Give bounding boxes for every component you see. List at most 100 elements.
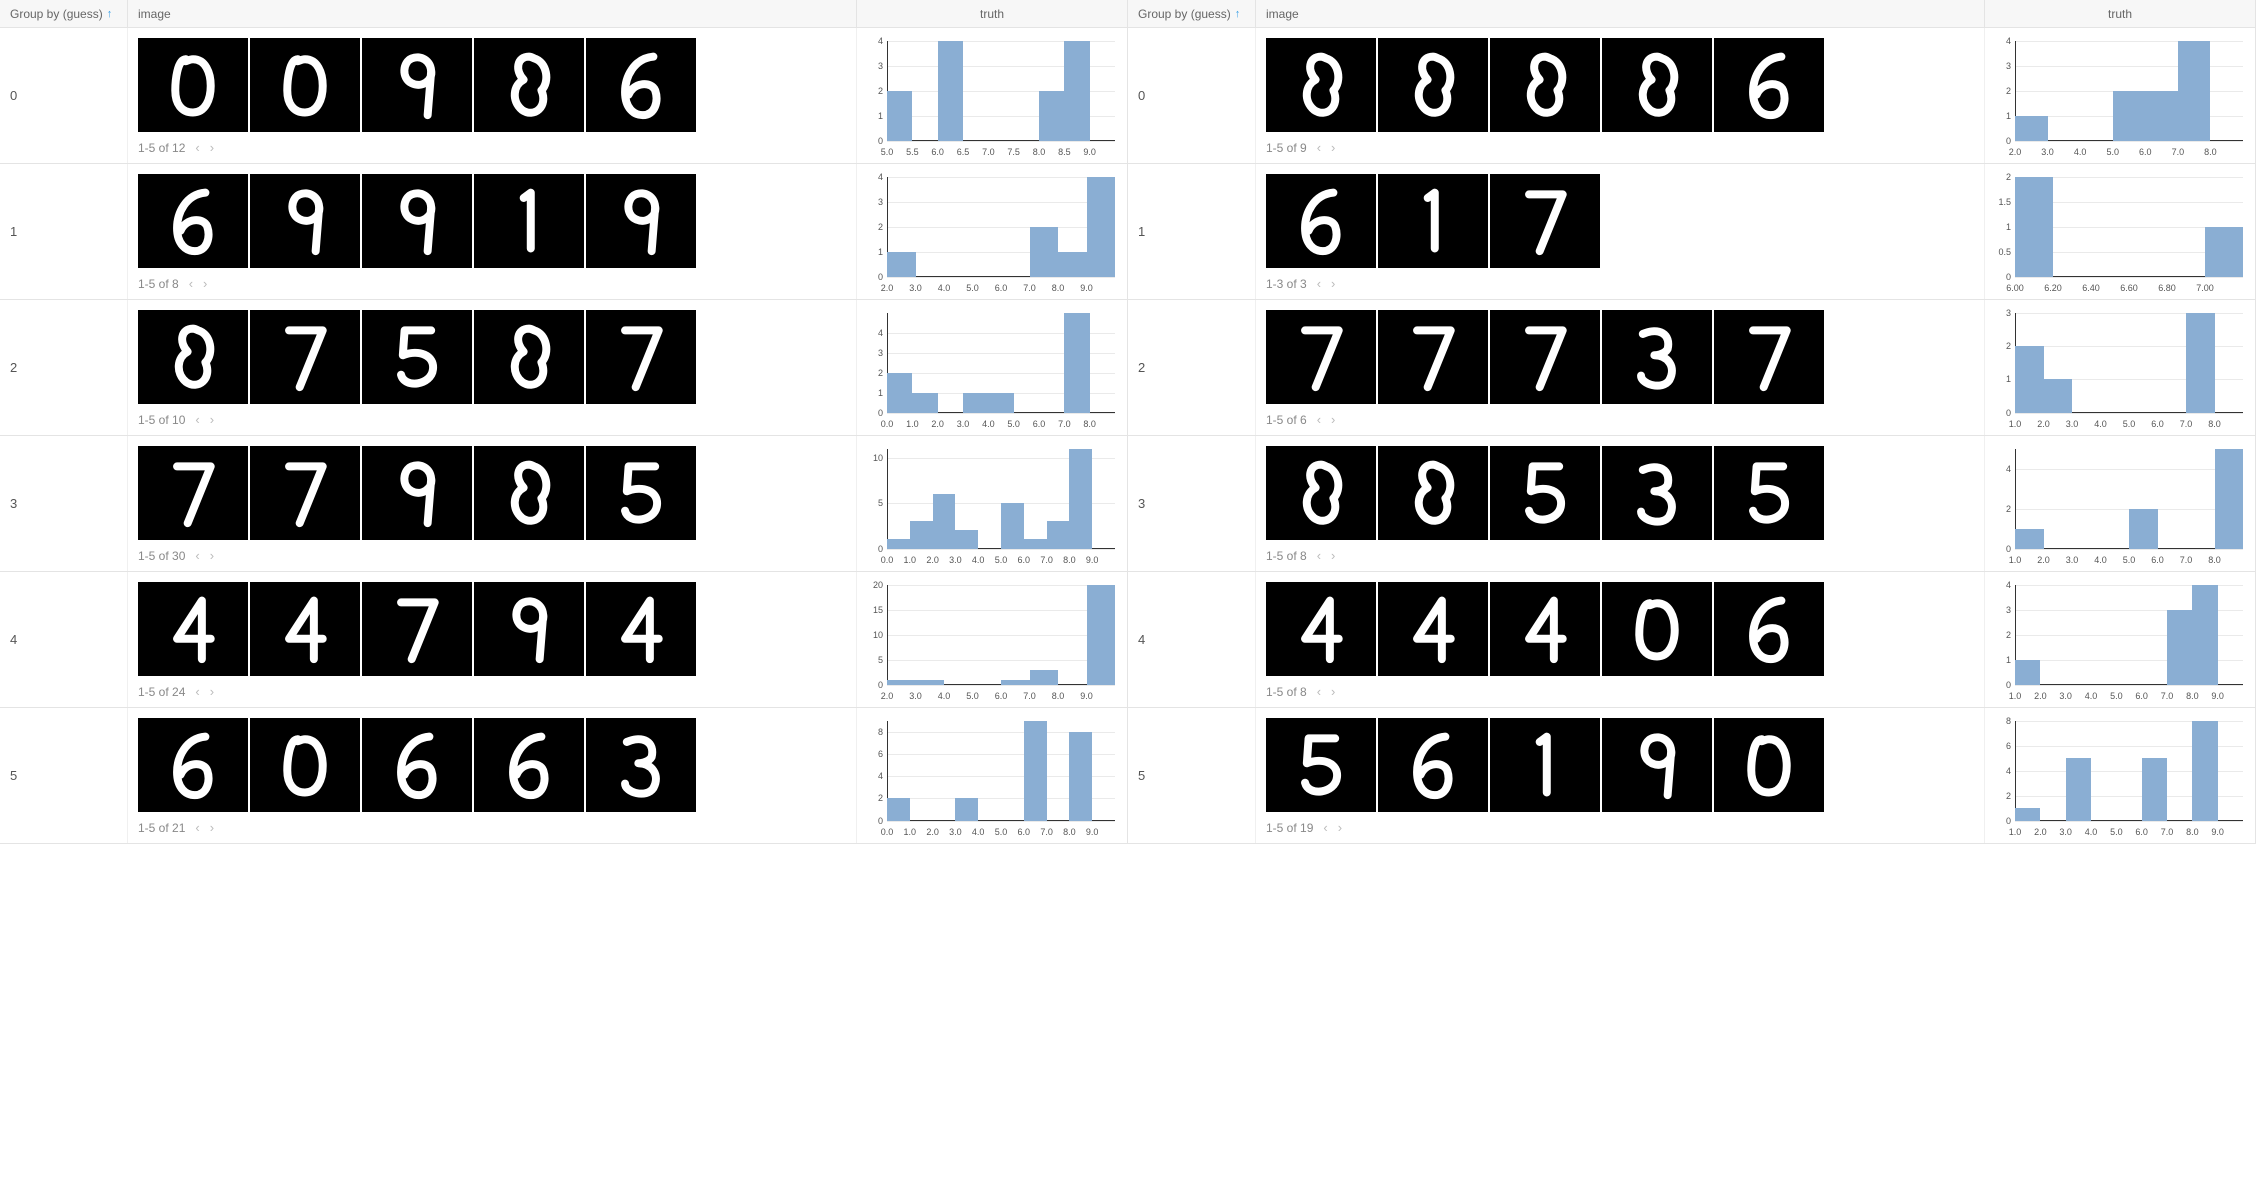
digit-thumbnail[interactable]: [586, 582, 696, 676]
digit-thumbnail[interactable]: [586, 718, 696, 812]
digit-thumbnail[interactable]: [250, 310, 360, 404]
digit-thumbnail[interactable]: [1266, 38, 1376, 132]
digit-thumbnail[interactable]: [138, 310, 248, 404]
digit-thumbnail[interactable]: [1266, 582, 1376, 676]
pager-next-icon[interactable]: ›: [1331, 412, 1335, 427]
pager-prev-icon[interactable]: ‹: [1317, 140, 1321, 155]
digit-thumbnail[interactable]: [250, 446, 360, 540]
pager-next-icon[interactable]: ›: [210, 412, 214, 427]
pager-prev-icon[interactable]: ‹: [1317, 412, 1321, 427]
sort-ascending-icon[interactable]: ↑: [107, 8, 113, 20]
digit-thumbnail[interactable]: [362, 310, 472, 404]
digit-thumbnail[interactable]: [138, 38, 248, 132]
pager-next-icon[interactable]: ›: [203, 276, 207, 291]
digit-thumbnail[interactable]: [474, 446, 584, 540]
digit-thumbnail[interactable]: [1378, 38, 1488, 132]
image-cell: 1-5 of 8‹›: [128, 164, 857, 299]
digit-thumbnail[interactable]: [586, 310, 696, 404]
digit-thumbnail[interactable]: [1266, 718, 1376, 812]
digit-thumbnail[interactable]: [1602, 310, 1712, 404]
digit-thumbnail[interactable]: [1378, 446, 1488, 540]
chart-bar: [2015, 116, 2048, 141]
chart-xtick: 8.0: [1083, 419, 1096, 429]
digit-thumbnail[interactable]: [362, 174, 472, 268]
digit-thumbnail[interactable]: [474, 582, 584, 676]
digit-thumbnail[interactable]: [1714, 718, 1824, 812]
digit-thumbnail[interactable]: [138, 718, 248, 812]
digit-thumbnail[interactable]: [362, 446, 472, 540]
pager-next-icon[interactable]: ›: [1331, 276, 1335, 291]
digit-thumbnail[interactable]: [1602, 718, 1712, 812]
pager-next-icon[interactable]: ›: [1331, 684, 1335, 699]
digit-thumbnail[interactable]: [1490, 174, 1600, 268]
pager-prev-icon[interactable]: ‹: [195, 684, 199, 699]
pager-prev-icon[interactable]: ‹: [1317, 684, 1321, 699]
digit-thumbnail[interactable]: [1602, 38, 1712, 132]
digit-thumbnail[interactable]: [138, 582, 248, 676]
digit-thumbnail[interactable]: [1378, 582, 1488, 676]
pager-next-icon[interactable]: ›: [210, 820, 214, 835]
digit-thumbnail[interactable]: [1266, 446, 1376, 540]
chart-xtick: 6.0: [995, 691, 1008, 701]
header-truth[interactable]: truth: [1985, 0, 2255, 27]
pager-prev-icon[interactable]: ‹: [195, 820, 199, 835]
pager-next-icon[interactable]: ›: [210, 684, 214, 699]
digit-thumbnail[interactable]: [1378, 310, 1488, 404]
digit-thumbnail[interactable]: [362, 582, 472, 676]
pager-prev-icon[interactable]: ‹: [189, 276, 193, 291]
pager-next-icon[interactable]: ›: [210, 140, 214, 155]
chart-xtick: 2.0: [2009, 147, 2022, 157]
pager-prev-icon[interactable]: ‹: [1317, 548, 1321, 563]
digit-thumbnail[interactable]: [474, 174, 584, 268]
digit-thumbnail[interactable]: [1490, 38, 1600, 132]
group-value: 2: [1128, 300, 1256, 435]
pager-prev-icon[interactable]: ‹: [1317, 276, 1321, 291]
digit-thumbnail[interactable]: [250, 38, 360, 132]
header-image[interactable]: image: [1256, 0, 1985, 27]
digit-thumbnail[interactable]: [1490, 446, 1600, 540]
image-cell: 1-5 of 19‹›: [1256, 708, 1985, 843]
digit-thumbnail[interactable]: [586, 174, 696, 268]
header-group-by[interactable]: Group by (guess)↑: [1128, 0, 1256, 27]
table-row: 01-5 of 9‹›012342.03.04.05.06.07.08.0: [1128, 28, 2255, 164]
digit-thumbnail[interactable]: [1266, 310, 1376, 404]
chart-xtick: 5.5: [906, 147, 919, 157]
pager-prev-icon[interactable]: ‹: [195, 548, 199, 563]
pager-next-icon[interactable]: ›: [210, 548, 214, 563]
digit-thumbnail[interactable]: [138, 174, 248, 268]
digit-thumbnail[interactable]: [1714, 446, 1824, 540]
digit-thumbnail[interactable]: [1378, 718, 1488, 812]
header-image[interactable]: image: [128, 0, 857, 27]
digit-thumbnail[interactable]: [474, 718, 584, 812]
pager-prev-icon[interactable]: ‹: [195, 140, 199, 155]
header-group-by[interactable]: Group by (guess)↑: [0, 0, 128, 27]
digit-thumbnail[interactable]: [1378, 174, 1488, 268]
digit-thumbnail[interactable]: [586, 446, 696, 540]
digit-thumbnail[interactable]: [586, 38, 696, 132]
pager-next-icon[interactable]: ›: [1331, 548, 1335, 563]
pager-next-icon[interactable]: ›: [1338, 820, 1342, 835]
pager-prev-icon[interactable]: ‹: [1323, 820, 1327, 835]
digit-thumbnail[interactable]: [1602, 446, 1712, 540]
digit-thumbnail[interactable]: [1602, 582, 1712, 676]
digit-thumbnail[interactable]: [474, 38, 584, 132]
digit-thumbnail[interactable]: [1490, 718, 1600, 812]
digit-thumbnail[interactable]: [250, 582, 360, 676]
chart-xtick: 0.0: [881, 827, 894, 837]
digit-thumbnail[interactable]: [1714, 310, 1824, 404]
digit-thumbnail[interactable]: [362, 38, 472, 132]
digit-thumbnail[interactable]: [1714, 582, 1824, 676]
digit-thumbnail[interactable]: [1490, 310, 1600, 404]
sort-ascending-icon[interactable]: ↑: [1235, 8, 1241, 20]
digit-thumbnail[interactable]: [1266, 174, 1376, 268]
digit-thumbnail[interactable]: [250, 718, 360, 812]
digit-thumbnail[interactable]: [1490, 582, 1600, 676]
digit-thumbnail[interactable]: [250, 174, 360, 268]
pager-prev-icon[interactable]: ‹: [195, 412, 199, 427]
header-truth[interactable]: truth: [857, 0, 1127, 27]
digit-thumbnail[interactable]: [362, 718, 472, 812]
digit-thumbnail[interactable]: [474, 310, 584, 404]
digit-thumbnail[interactable]: [138, 446, 248, 540]
digit-thumbnail[interactable]: [1714, 38, 1824, 132]
pager-next-icon[interactable]: ›: [1331, 140, 1335, 155]
